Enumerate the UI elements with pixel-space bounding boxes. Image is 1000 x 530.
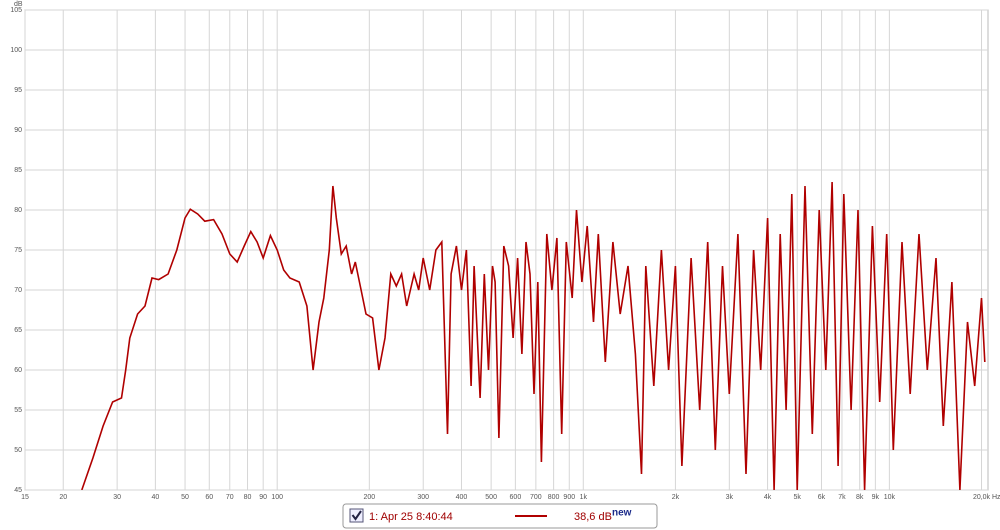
- x-tick-label: 90: [259, 494, 267, 501]
- x-tick-label: 500: [485, 494, 497, 501]
- y-tick-label: 55: [14, 407, 22, 414]
- x-tick-label: 80: [244, 494, 252, 501]
- y-tick-label: 80: [14, 207, 22, 214]
- legend-value: 38,6 dB: [574, 511, 612, 523]
- x-tick-label: 60: [205, 494, 213, 501]
- x-tick-label: 800: [548, 494, 560, 501]
- checkmark: [351, 510, 362, 521]
- x-axis-label: Hz: [992, 494, 1000, 501]
- x-tick-label: 20,0k: [973, 494, 991, 501]
- x-tick-label: 3k: [726, 494, 734, 501]
- legend-label: 1: Apr 25 8:40:44: [369, 511, 453, 523]
- x-tick-label: 8k: [856, 494, 864, 501]
- x-tick-label: 1k: [580, 494, 588, 501]
- x-tick-label: 15: [21, 494, 29, 501]
- x-tick-label: 7k: [838, 494, 846, 501]
- x-tick-label: 70: [226, 494, 234, 501]
- x-tick-label: 400: [456, 494, 468, 501]
- y-axis-label: dB: [14, 1, 23, 8]
- x-tick-label: 600: [510, 494, 522, 501]
- x-tick-label: 6k: [818, 494, 826, 501]
- x-tick-label: 10k: [884, 494, 896, 501]
- x-tick-label: 100: [271, 494, 283, 501]
- y-tick-label: 90: [14, 127, 22, 134]
- x-tick-label: 2k: [672, 494, 680, 501]
- x-tick-label: 30: [113, 494, 121, 501]
- x-tick-label: 900: [563, 494, 575, 501]
- y-tick-label: 45: [14, 487, 22, 494]
- y-tick-label: 100: [10, 47, 22, 54]
- new-badge: new: [612, 508, 632, 519]
- legend: [342, 503, 658, 529]
- x-tick-label: 9k: [872, 494, 880, 501]
- y-tick-label: 105: [10, 7, 22, 14]
- y-tick-label: 85: [14, 167, 22, 174]
- y-tick-label: 70: [14, 287, 22, 294]
- x-tick-label: 50: [181, 494, 189, 501]
- y-tick-label: 50: [14, 447, 22, 454]
- x-tick-label: 20: [59, 494, 67, 501]
- x-tick-label: 40: [151, 494, 159, 501]
- data-line: [81, 181, 986, 490]
- x-tick-label: 200: [363, 494, 375, 501]
- y-tick-label: 95: [14, 87, 22, 94]
- y-tick-label: 65: [14, 327, 22, 334]
- x-tick-label: 5k: [794, 494, 802, 501]
- x-tick-label: 4k: [764, 494, 772, 501]
- y-tick-label: 60: [14, 367, 22, 374]
- x-tick-label: 300: [417, 494, 429, 501]
- x-tick-label: 700: [530, 494, 542, 501]
- y-tick-label: 75: [14, 247, 22, 254]
